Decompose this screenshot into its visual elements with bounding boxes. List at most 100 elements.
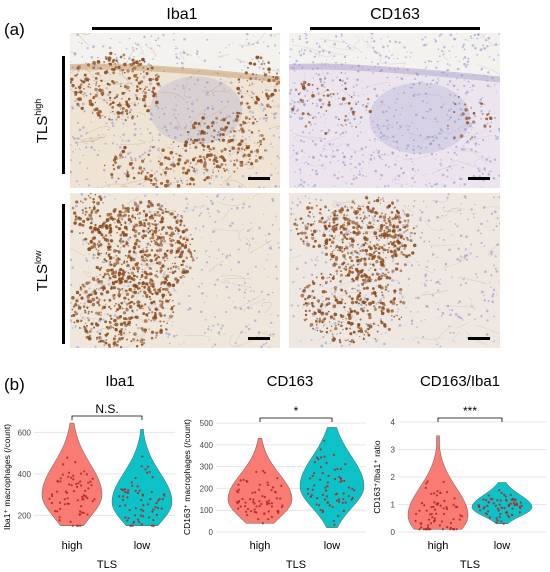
significance-label: N.S. (95, 402, 118, 416)
scale-bar (248, 177, 270, 180)
data-point-low (500, 506, 504, 509)
data-point-high (268, 499, 271, 502)
y-tick-label: 4 (391, 418, 396, 427)
data-point-low (132, 521, 135, 524)
data-point-high (445, 490, 449, 494)
column-bar-cd163 (310, 27, 480, 30)
data-point-high (86, 496, 89, 500)
data-point-high (425, 482, 428, 485)
data-point-low (505, 511, 508, 514)
data-point-high (257, 488, 261, 491)
y-tick-label: 100 (200, 506, 214, 515)
y-axis-label: CD163⁺/Iba1⁺ ratio (372, 440, 382, 514)
data-point-low (497, 509, 500, 512)
data-point-low (306, 487, 310, 491)
data-point-high (67, 502, 70, 505)
data-point-high (442, 480, 445, 484)
data-point-low (502, 522, 505, 525)
data-point-high (436, 502, 440, 505)
data-point-high (80, 511, 84, 514)
data-point-high (279, 497, 282, 500)
data-point-high (235, 489, 239, 493)
violin-low (471, 482, 533, 524)
data-point-high (255, 505, 258, 508)
data-point-low (344, 463, 347, 466)
data-point-high (75, 524, 79, 527)
data-point-low (136, 518, 140, 521)
data-point-low (146, 503, 150, 506)
data-point-high (68, 483, 71, 486)
data-point-low (342, 492, 345, 495)
data-point-low (155, 502, 158, 505)
data-point-high (420, 502, 424, 505)
data-point-high (433, 492, 436, 495)
data-point-low (337, 514, 340, 517)
data-point-high (431, 516, 434, 519)
data-point-high (446, 526, 449, 529)
data-point-high (418, 509, 421, 512)
violin-high (41, 422, 103, 526)
data-point-high (75, 482, 78, 486)
y-tick-label: 3 (391, 446, 396, 455)
data-point-low (156, 499, 160, 502)
data-point-high (441, 528, 444, 531)
data-point-low (124, 516, 127, 519)
data-point-low (315, 503, 318, 506)
data-point-low (520, 504, 523, 507)
data-point-high (65, 491, 69, 494)
data-point-low (158, 497, 161, 501)
data-point-high (433, 517, 436, 520)
data-point-low (336, 467, 339, 471)
data-point-high (440, 520, 444, 523)
significance-bracket (259, 417, 333, 422)
data-point-high (237, 488, 241, 491)
lumen-area (70, 33, 280, 77)
plot-area: 0 1 2 3 4 CD163⁺/Iba1⁺ ratio high low *** TLS (372, 404, 546, 571)
data-point-high (432, 520, 436, 523)
y-tick-label: 400 (18, 470, 32, 479)
y-tick-label: 1 (391, 501, 396, 510)
data-point-low (326, 481, 329, 484)
data-point-high (253, 502, 256, 505)
data-point-low (509, 502, 512, 505)
data-point-high (70, 476, 73, 479)
data-point-high (58, 507, 62, 511)
significance-label: *** (463, 404, 477, 418)
data-point-high (442, 507, 445, 510)
data-point-low (145, 471, 149, 474)
data-point-low (306, 492, 310, 495)
data-point-high (433, 508, 437, 511)
y-tick-label: 300 (200, 463, 214, 472)
x-tick-label-low: low (324, 540, 341, 552)
data-point-high (79, 484, 83, 487)
data-point-high (89, 480, 92, 483)
data-point-low (482, 507, 485, 510)
plot-area: 200 400 600 Iba1⁺ macrophages (/count) high l… (2, 402, 175, 571)
data-point-low (148, 470, 151, 474)
data-point-low (335, 492, 339, 495)
data-point-high (87, 481, 90, 484)
y-tick-label: 400 (200, 441, 214, 450)
data-point-high (442, 512, 446, 516)
data-point-high (85, 473, 88, 476)
data-point-low (122, 495, 125, 498)
data-point-low (353, 489, 356, 492)
significance-bracket (71, 415, 143, 420)
data-point-high (56, 510, 59, 513)
data-point-low (321, 471, 324, 475)
data-point-high (268, 502, 271, 505)
data-point-high (420, 526, 423, 529)
plot-area: 0 100 200 300 400 500 CD163⁺ macrophages (/cou… (182, 404, 366, 571)
data-point-high (263, 495, 267, 499)
data-point-low (351, 496, 354, 499)
data-point-low (338, 475, 341, 479)
data-point-low (324, 498, 327, 501)
data-point-low (332, 519, 335, 523)
data-point-high (455, 528, 458, 531)
data-point-low (519, 506, 522, 510)
data-point-low (308, 477, 312, 480)
data-point-high (258, 504, 261, 508)
data-point-low (323, 455, 326, 458)
data-point-high (82, 511, 85, 514)
row-label-tls-low: TLSlow (33, 250, 51, 292)
